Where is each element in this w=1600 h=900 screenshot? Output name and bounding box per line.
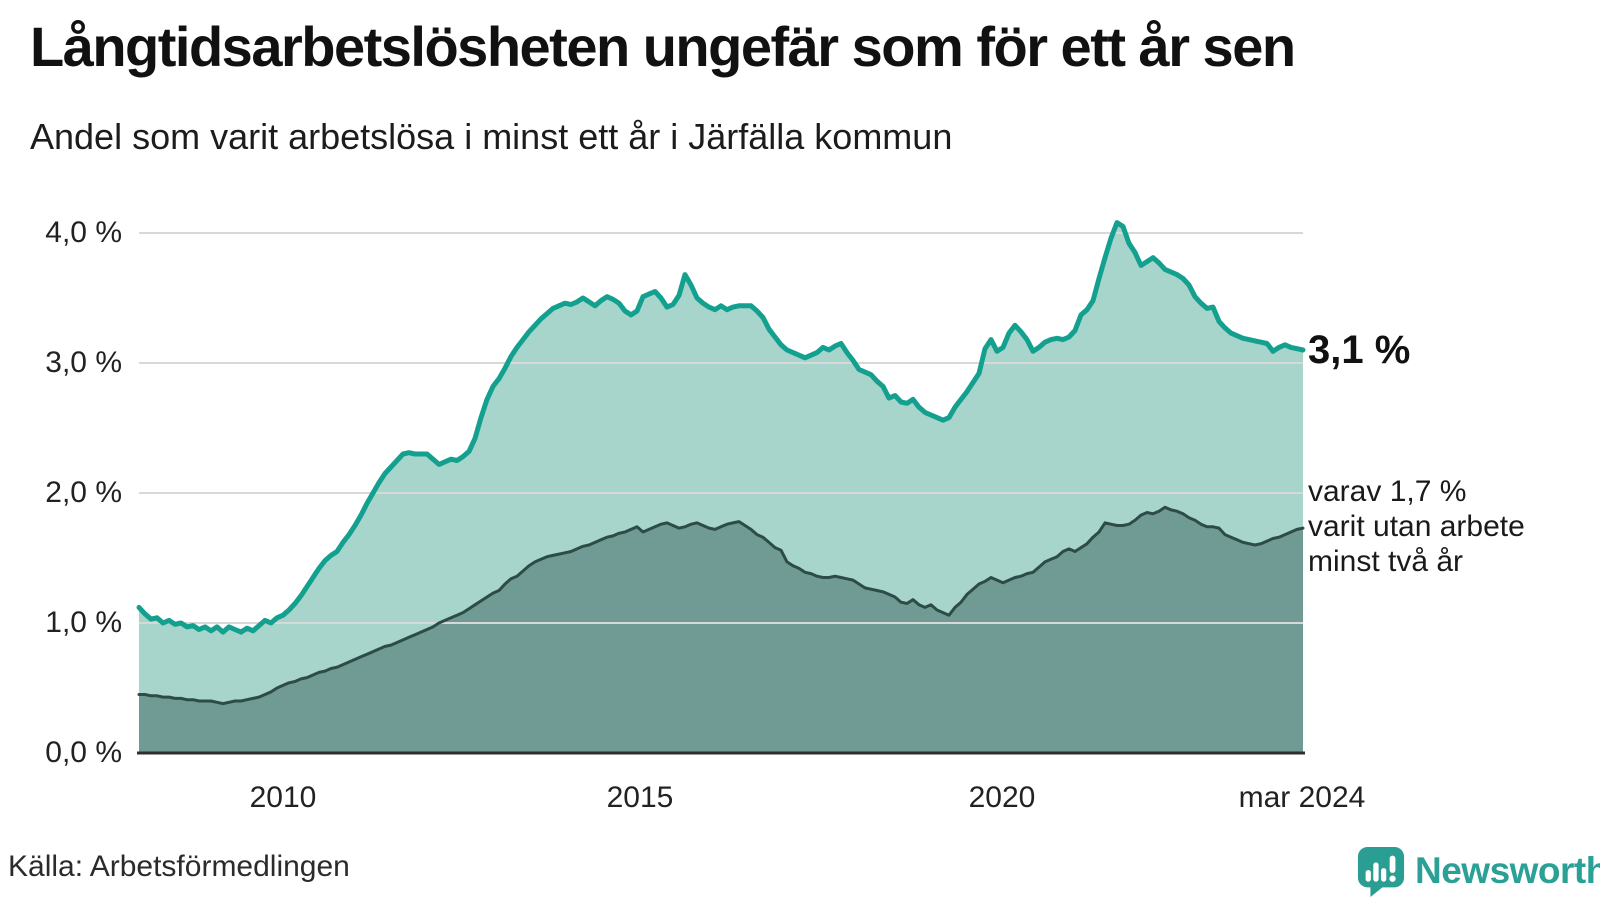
chart-subtitle: Andel som varit arbetslösa i minst ett å…	[30, 116, 953, 157]
x-tick-label: mar 2024	[1238, 781, 1366, 814]
newsworthy-wordmark: Newsworthy	[1415, 850, 1600, 891]
y-tick-label: 4,0 %	[45, 216, 122, 249]
latest-value-label: 3,1 %	[1308, 328, 1411, 372]
annotation-line: varav 1,7 %	[1308, 475, 1467, 508]
x-tick-label: 2020	[968, 781, 1036, 814]
y-tick-label: 2,0 %	[45, 476, 122, 509]
annotation-line: minst två år	[1308, 545, 1464, 578]
line-unemployed-min-2yr	[137, 505, 1305, 706]
y-tick-label: 3,0 %	[45, 346, 122, 379]
x-tick-label: 2015	[606, 781, 674, 814]
secondary-series-annotation: varav 1,7 % varit utan arbete minst två …	[1308, 474, 1525, 579]
y-tick-label: 0,0 %	[45, 736, 122, 769]
line-unemployed-min-1yr	[136, 220, 1306, 635]
y-tick-label: 1,0 %	[45, 606, 122, 639]
newsworthy-logo: Newsworthy	[1356, 844, 1600, 898]
annotation-line: varit utan arbete	[1308, 510, 1525, 543]
bar-chart-speech-bubble-icon	[1357, 846, 1405, 897]
page-title: Långtidsarbetslösheten ungefär som för e…	[30, 15, 1296, 78]
x-tick-label: 2010	[249, 781, 317, 814]
source-credit: Källa: Arbetsförmedlingen	[8, 850, 350, 883]
area-unemployed-min-2yr	[139, 507, 1303, 753]
